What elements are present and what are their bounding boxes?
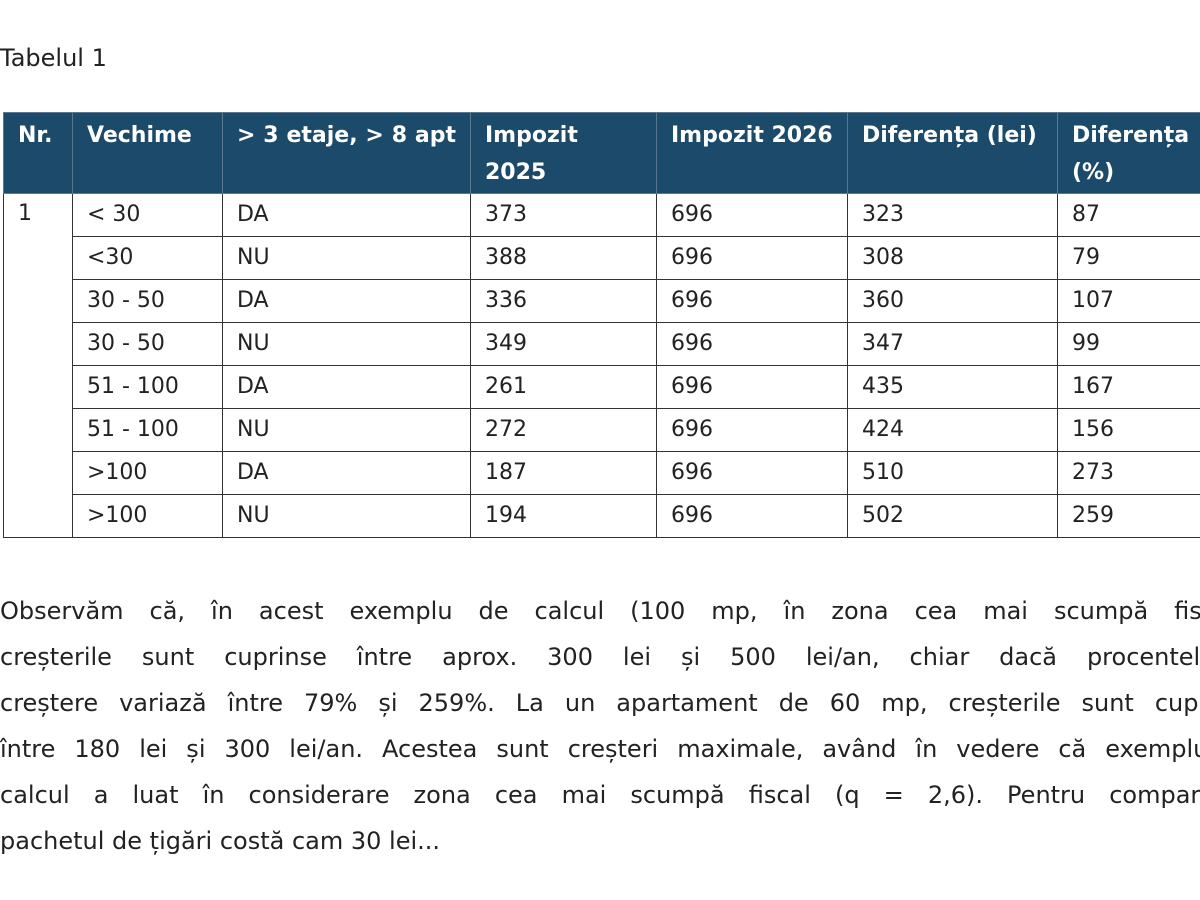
tax-table: Nr. Vechime > 3 etaje, > 8 apt Impozit 2025… (3, 112, 1200, 538)
table-cell: 273 (1057, 451, 1200, 495)
table-cell: 87 (1057, 193, 1200, 237)
paragraph-line: între 180 lei și 300 lei/an. Acestea sun… (0, 735, 1200, 763)
table-cell: 30 - 50 (72, 279, 223, 323)
table-cell: <30 (72, 236, 223, 280)
table-cell: 156 (1057, 408, 1200, 452)
header-cell: Diferența (lei) (847, 112, 1058, 194)
table-cell: 696 (656, 451, 848, 495)
paragraph-line: calcul a luat în considerare zona cea ma… (0, 781, 1200, 809)
table-cell: 696 (656, 236, 848, 280)
header-cell: Nr. (3, 112, 73, 194)
table-cell: 696 (656, 279, 848, 323)
paragraph-line: pachetul de țigări costă cam 30 lei... (0, 827, 441, 855)
table-cell: 510 (847, 451, 1058, 495)
table-cell: 373 (470, 193, 657, 237)
table-cell: 435 (847, 365, 1058, 409)
table-cell: 349 (470, 322, 657, 366)
table-cell: 323 (847, 193, 1058, 237)
table-cell: 272 (470, 408, 657, 452)
header-row: Nr. Vechime > 3 etaje, > 8 apt Impozit 2025… (3, 112, 1200, 194)
table-row: <30 NU 388 696 308 79 (4, 236, 1200, 280)
table-row: 51 - 100 DA 261 696 435 167 (4, 365, 1200, 409)
table-cell: 424 (847, 408, 1058, 452)
table-row: 1 < 30 DA 373 696 323 87 (3, 193, 1200, 538)
table-cell: 696 (656, 365, 848, 409)
table-cell: NU (222, 408, 471, 452)
table-cell: DA (222, 279, 471, 323)
table-cell: 187 (470, 451, 657, 495)
table-caption: Tabelul 1 (0, 44, 107, 72)
table-cell: 194 (470, 494, 657, 538)
table-body: 1 < 30 DA 373 696 323 87 <30 NU 388 696 308 79 30 - 5… (3, 193, 1200, 538)
table-cell: NU (222, 494, 471, 538)
table-cell: 336 (470, 279, 657, 323)
table-cell: 696 (656, 322, 848, 366)
table-cell: < 30 (72, 193, 223, 237)
table-row: 30 - 50 DA 336 696 360 107 (4, 279, 1200, 323)
table-cell: 261 (470, 365, 657, 409)
table-cell: 51 - 100 (72, 408, 223, 452)
table-cell: 167 (1057, 365, 1200, 409)
table-cell: 308 (847, 236, 1058, 280)
table-cell: 51 - 100 (72, 365, 223, 409)
table-row: >100 NU 194 696 502 259 (4, 494, 1200, 538)
table-cell: 107 (1057, 279, 1200, 323)
table-cell: 259 (1057, 494, 1200, 538)
table-cell: 347 (847, 322, 1058, 366)
table-cell: 30 - 50 (72, 322, 223, 366)
paragraph-line: creștere variază între 79% și 259%. La u… (0, 689, 1200, 717)
nr-cell: 1 (3, 193, 73, 538)
table-cell: >100 (72, 451, 223, 495)
table-row: >100 DA 187 696 510 273 (4, 451, 1200, 495)
table-cell: >100 (72, 494, 223, 538)
table-row: 30 - 50 NU 349 696 347 99 (4, 322, 1200, 366)
header-cell: > 3 etaje, > 8 apt (222, 112, 471, 194)
table-cell: 696 (656, 494, 848, 538)
table-cell: NU (222, 322, 471, 366)
paragraph-line: creșterile sunt cuprinse între aprox. 30… (0, 643, 1200, 671)
table-cell: NU (222, 236, 471, 280)
table-cell: 79 (1057, 236, 1200, 280)
paragraph: Observăm că, în acest exemplu de calcul … (0, 588, 1200, 864)
header-cell: Vechime (72, 112, 223, 194)
table-cell: 696 (656, 193, 848, 237)
table-cell: 388 (470, 236, 657, 280)
table-cell: DA (222, 365, 471, 409)
header-cell: Impozit 2025 (470, 112, 657, 194)
header-cell: Impozit 2026 (656, 112, 848, 194)
table-cell: DA (222, 451, 471, 495)
table-cell: DA (222, 193, 471, 237)
table-cell: 502 (847, 494, 1058, 538)
table-row: 51 - 100 NU 272 696 424 156 (4, 408, 1200, 452)
table-cell: 360 (847, 279, 1058, 323)
header-cell: Diferența (%) (1057, 112, 1200, 194)
paragraph-line: Observăm că, în acest exemplu de calcul … (0, 597, 1200, 625)
table-cell: 696 (656, 408, 848, 452)
table-cell: 99 (1057, 322, 1200, 366)
